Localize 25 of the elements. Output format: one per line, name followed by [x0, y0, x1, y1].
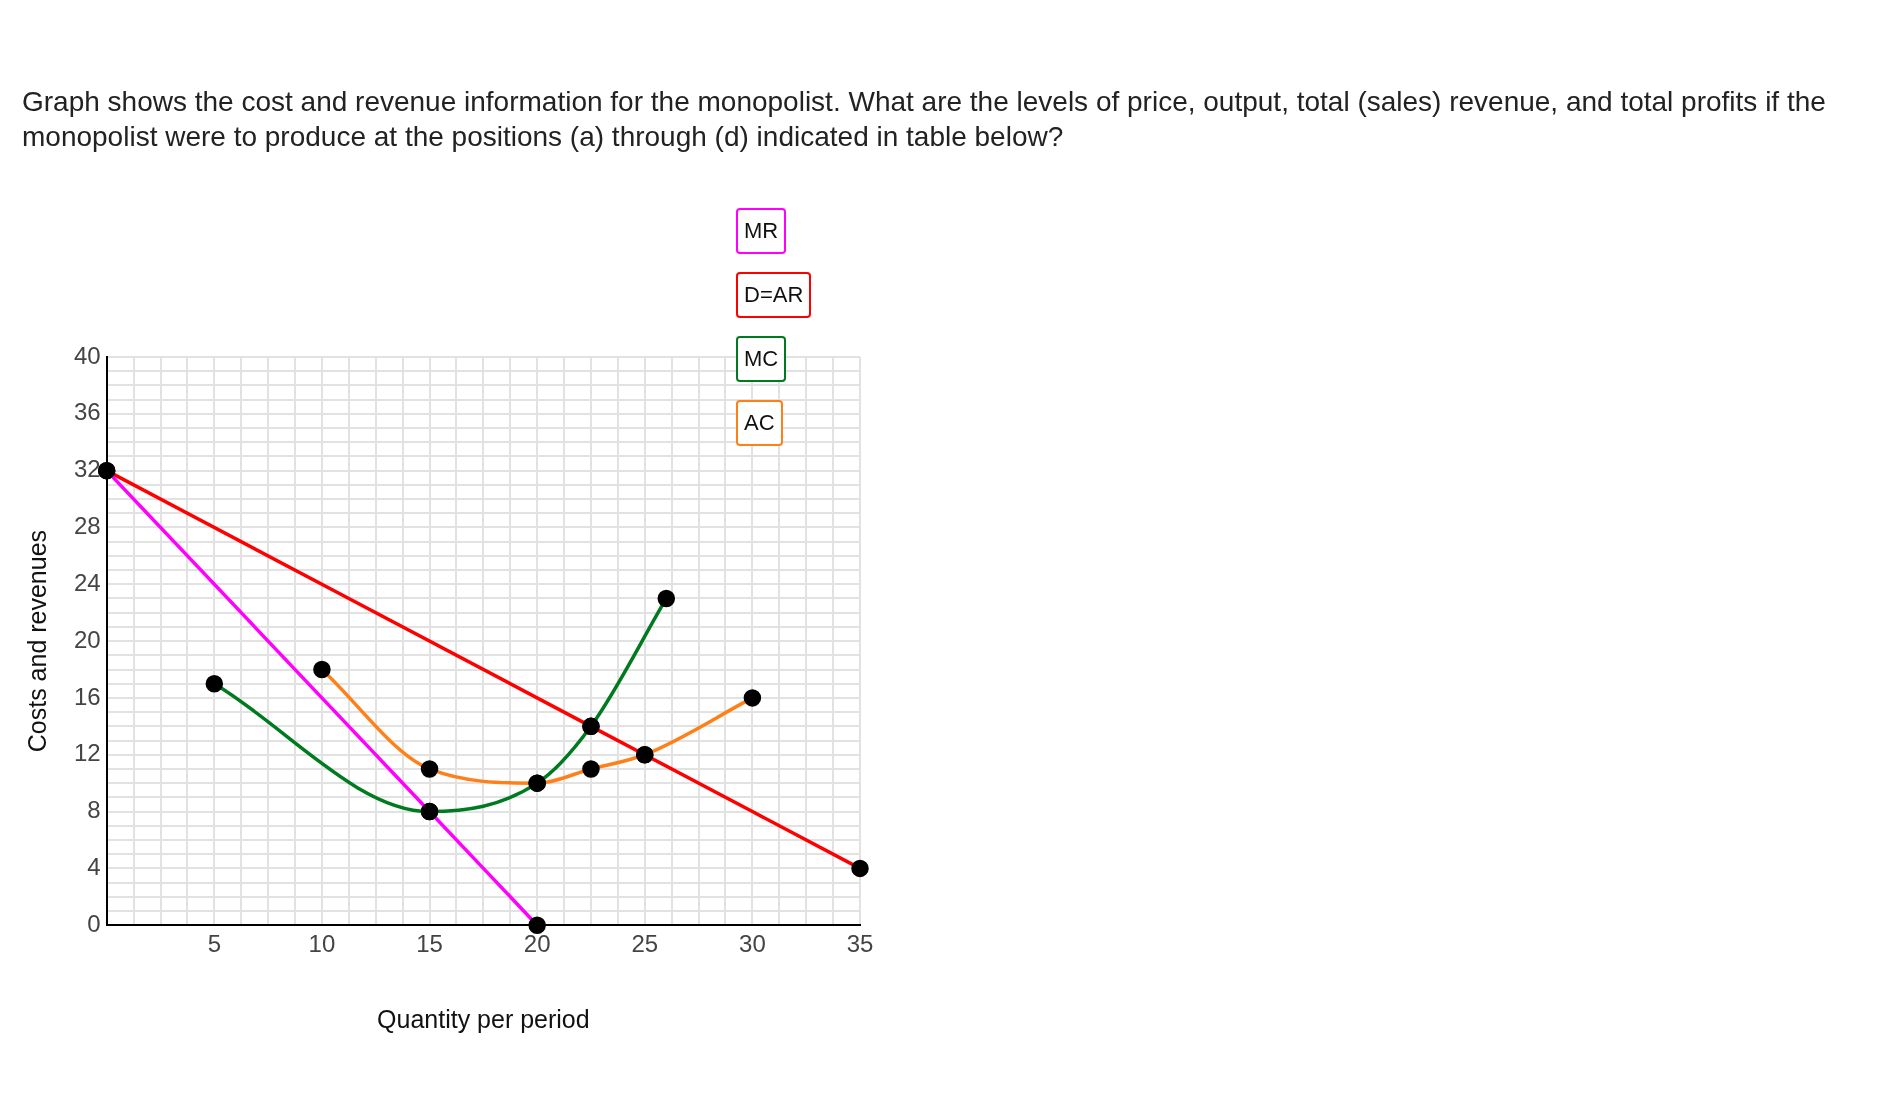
y-tick-label: 4 — [87, 853, 101, 881]
y-tick-label: 20 — [73, 625, 101, 653]
x-tick-label: 30 — [739, 930, 766, 958]
x-tick-label: 20 — [523, 930, 551, 958]
x-tick-label: 15 — [416, 930, 443, 958]
y-tick-label: 28 — [73, 512, 101, 540]
x-tick-label: 5 — [207, 930, 221, 958]
y-tick-label: 12 — [73, 739, 101, 767]
text: MR — [736, 208, 787, 254]
x-tick-label: 25 — [631, 930, 659, 958]
y-axis-title: Costs and revenues — [22, 529, 51, 753]
text: MC — [736, 336, 787, 382]
y-tick-label: 8 — [87, 796, 101, 824]
text: D=AR — [736, 272, 812, 318]
y-tick-label: 24 — [73, 568, 101, 596]
y-tick-label: 0 — [87, 909, 101, 937]
y-tick-label: 16 — [73, 682, 101, 710]
y-tick-label: 32 — [73, 455, 101, 483]
x-axis-title: Quantity per period — [377, 1004, 590, 1033]
x-tick-label: 10 — [308, 930, 336, 958]
x-tick-label: 35 — [846, 930, 874, 958]
text: AC — [736, 400, 783, 446]
y-tick-label: 40 — [73, 341, 101, 369]
text: Graph shows the cost and revenue information for the monopolist. What are the levels of price, output, total (sales) revenue, and total profits if the monopolist were to produce at the positions (a) through (d) indicated in table below? — [22, 85, 1827, 154]
y-tick-label: 36 — [73, 398, 101, 426]
